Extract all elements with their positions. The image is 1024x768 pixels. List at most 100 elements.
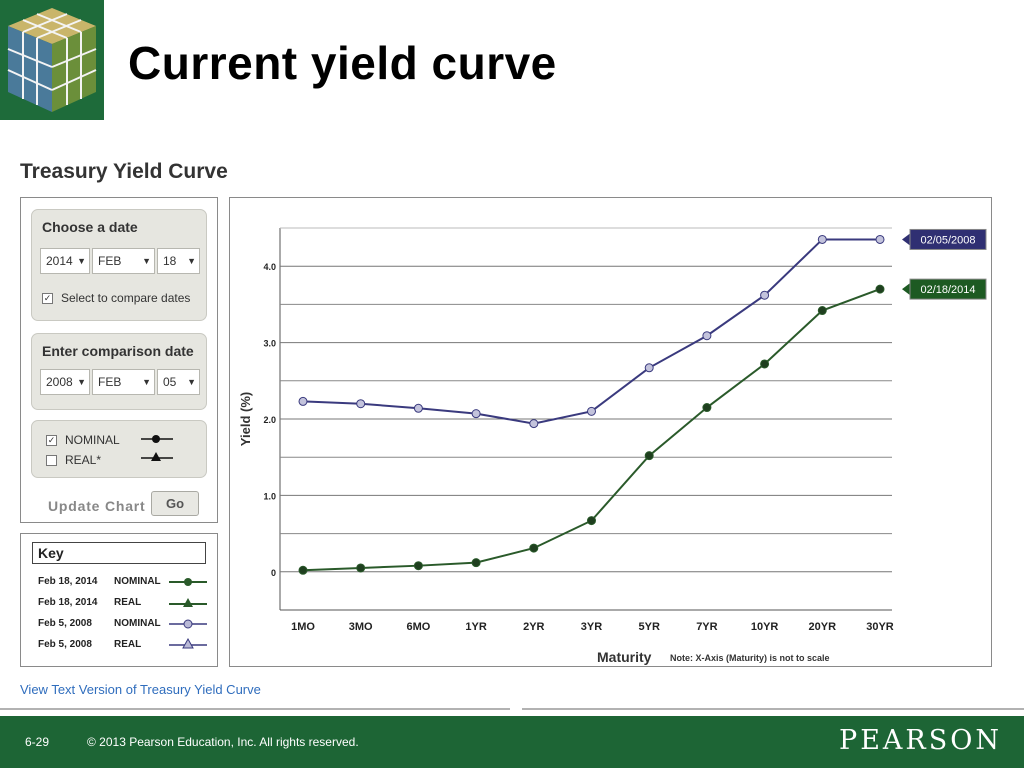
choose-month-select[interactable]: FEB ▼ bbox=[92, 248, 155, 274]
series-2008-label: 02/05/2008 bbox=[920, 234, 975, 246]
x-tick-label: 3MO bbox=[349, 621, 373, 633]
nominal-checkbox[interactable]: ✓ bbox=[46, 435, 57, 447]
comparison-date-box: Enter comparison date 2008 ▼ FEB ▼ 05 ▼ bbox=[31, 333, 207, 410]
panel-title: Treasury Yield Curve bbox=[20, 160, 228, 183]
data-point bbox=[875, 284, 885, 294]
key-row: Feb 5, 2008 NOMINAL bbox=[38, 618, 161, 629]
series-label-pointer bbox=[902, 283, 910, 296]
data-point bbox=[760, 290, 770, 300]
nominal-circle-icon bbox=[141, 435, 173, 443]
key-triangle-dark-green-icon bbox=[169, 598, 207, 607]
go-button[interactable]: Go bbox=[151, 491, 199, 516]
copyright-text: © 2013 Pearson Education, Inc. All right… bbox=[87, 735, 359, 749]
choose-year-value: 2014 bbox=[46, 254, 73, 268]
data-point bbox=[702, 403, 712, 413]
x-tick-label: 2YR bbox=[523, 621, 544, 633]
compare-year-select[interactable]: 2008 ▼ bbox=[40, 369, 90, 395]
choose-year-select[interactable]: 2014 ▼ bbox=[40, 248, 90, 274]
compare-month-select[interactable]: FEB ▼ bbox=[92, 369, 155, 395]
data-point bbox=[356, 563, 366, 573]
compare-dates-checkbox[interactable]: ✓ bbox=[42, 293, 53, 305]
data-point bbox=[817, 234, 827, 244]
compare-day-value: 05 bbox=[163, 375, 177, 389]
series-toggle-box: ✓ NOMINAL REAL* bbox=[31, 420, 207, 478]
choose-date-box: Choose a date 2014 ▼ FEB ▼ 18 ▼ ✓ Select … bbox=[31, 209, 207, 321]
control-panel: Choose a date 2014 ▼ FEB ▼ 18 ▼ ✓ Select … bbox=[20, 197, 218, 523]
data-point bbox=[702, 331, 712, 341]
x-tick-label: 3YR bbox=[581, 621, 602, 633]
data-point bbox=[644, 363, 654, 373]
real-checkbox[interactable] bbox=[46, 455, 57, 467]
compare-dates-checkbox-row[interactable]: ✓ Select to compare dates bbox=[42, 291, 190, 305]
data-point bbox=[529, 543, 539, 553]
series-label-box bbox=[909, 278, 987, 300]
real-triangle-icon bbox=[141, 452, 173, 461]
key-row: Feb 18, 2014 NOMINAL bbox=[38, 576, 161, 587]
x-tick-label: 30YR bbox=[866, 621, 894, 633]
x-tick-label: 5YR bbox=[638, 621, 659, 633]
key-circle-blue-icon bbox=[169, 619, 207, 629]
comparison-date-header: Enter comparison date bbox=[42, 343, 194, 359]
choose-day-value: 18 bbox=[163, 254, 177, 268]
data-point bbox=[875, 234, 885, 244]
page-number: 6-29 bbox=[25, 735, 50, 749]
slide-title: Current yield curve bbox=[128, 37, 557, 89]
data-point bbox=[298, 565, 308, 575]
y-tick-label: 4.0 bbox=[263, 262, 276, 272]
y-axis-title: Yield (%) bbox=[238, 392, 253, 446]
key-triangle-blue-icon bbox=[169, 638, 207, 649]
series-label-box bbox=[909, 228, 987, 250]
chart-frame: 0 1.0 2.0 3.0 4.0 1MO 3MO 6MO 1YR 2YR 3YR 5YR 7YR 10Y… bbox=[229, 197, 992, 667]
data-point bbox=[587, 516, 596, 526]
yield-curve-chart: 0 1.0 2.0 3.0 4.0 1MO 3MO 6MO 1YR 2YR 3YR 5YR 7YR 10Y… bbox=[238, 227, 987, 665]
data-point bbox=[817, 306, 827, 316]
series-label-pointer bbox=[902, 233, 910, 246]
data-point bbox=[413, 403, 423, 413]
x-tick-label: 20YR bbox=[809, 621, 837, 633]
data-point bbox=[471, 409, 481, 419]
pearson-logo-text: PEARSON bbox=[839, 725, 1002, 756]
x-tick-label: 7YR bbox=[696, 621, 717, 633]
key-row: Feb 5, 2008 REAL bbox=[38, 639, 141, 650]
nominal-label: NOMINAL bbox=[65, 433, 120, 447]
data-point bbox=[760, 359, 770, 369]
key-row-type: REAL bbox=[114, 597, 142, 608]
data-point bbox=[356, 399, 366, 409]
data-point bbox=[413, 561, 423, 571]
footer-bar bbox=[0, 716, 1024, 768]
real-label: REAL* bbox=[65, 453, 102, 467]
y-tick-label: 3.0 bbox=[263, 339, 276, 349]
nominal-toggle-row[interactable]: ✓ NOMINAL bbox=[46, 433, 120, 447]
x-tick-label: 1YR bbox=[465, 621, 486, 633]
data-point bbox=[529, 419, 539, 429]
chevron-down-icon: ▼ bbox=[77, 256, 86, 266]
key-row-type: NOMINAL bbox=[114, 576, 161, 587]
compare-day-select[interactable]: 05 ▼ bbox=[157, 369, 200, 395]
real-toggle-row[interactable]: REAL* bbox=[46, 453, 101, 467]
key-row-date: Feb 18, 2014 bbox=[38, 597, 98, 608]
key-box: Key Feb 18, 2014 NOMINAL Feb 18, 2014 REAL… bbox=[20, 533, 218, 667]
x-tick-label: 10YR bbox=[751, 621, 779, 633]
series-2014-label: 02/18/2014 bbox=[920, 284, 975, 296]
key-row-date: Feb 18, 2014 bbox=[38, 576, 98, 587]
key-row-date: Feb 5, 2008 bbox=[38, 639, 92, 650]
cube-logo bbox=[0, 0, 104, 120]
choose-date-header: Choose a date bbox=[42, 219, 138, 235]
key-circle-dark-green-icon bbox=[169, 578, 207, 586]
footer-divider bbox=[0, 708, 1024, 710]
chevron-down-icon: ▼ bbox=[187, 377, 196, 387]
compare-dates-label: Select to compare dates bbox=[61, 291, 191, 305]
chevron-down-icon: ▼ bbox=[77, 377, 86, 387]
key-row-type: REAL bbox=[114, 639, 142, 650]
compare-month-value: FEB bbox=[98, 375, 122, 389]
view-text-version-link[interactable]: View Text Version of Treasury Yield Curv… bbox=[20, 682, 261, 697]
series-line bbox=[302, 238, 880, 425]
compare-year-value: 2008 bbox=[46, 375, 73, 389]
data-point bbox=[298, 396, 308, 406]
data-point bbox=[587, 406, 596, 416]
update-chart-label: Update Chart bbox=[48, 498, 146, 514]
choose-day-select[interactable]: 18 ▼ bbox=[157, 248, 200, 274]
choose-month-value: FEB bbox=[98, 254, 122, 268]
data-point bbox=[471, 558, 481, 568]
x-axis-note: Note: X-Axis (Maturity) is not to scale bbox=[670, 653, 830, 663]
